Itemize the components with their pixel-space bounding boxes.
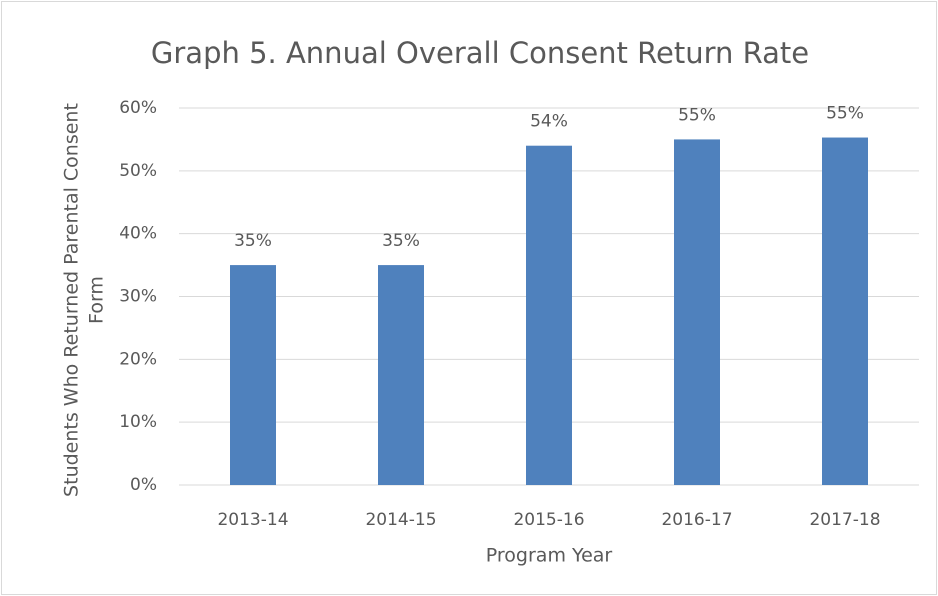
bar [378, 265, 424, 485]
bar [230, 265, 276, 485]
y-tick-label: 40% [119, 224, 157, 244]
x-tick-label: 2016-17 [661, 510, 732, 530]
y-tick-label: 30% [119, 287, 157, 307]
y-tick-label: 0% [130, 475, 157, 495]
data-label: 55% [678, 105, 716, 125]
bar [822, 137, 868, 485]
y-tick-label: 60% [119, 98, 157, 118]
x-axis-title: Program Year [486, 545, 613, 567]
y-tick-label: 50% [119, 161, 157, 181]
data-label: 35% [234, 231, 272, 251]
data-label: 54% [530, 112, 568, 132]
x-tick-label: 2015-16 [513, 510, 584, 530]
chart-title: Graph 5. Annual Overall Consent Return R… [151, 36, 809, 70]
x-tick-label: 2013-14 [217, 510, 288, 530]
x-tick-label: 2014-15 [365, 510, 436, 530]
bar [526, 145, 572, 485]
y-axis-title: Form [86, 276, 108, 324]
y-tick-label: 20% [119, 349, 157, 369]
data-label: 55% [826, 104, 864, 124]
y-tick-label: 10% [119, 412, 157, 432]
y-axis-title: Students Who Returned Parental Consent [61, 103, 83, 497]
bar [674, 139, 720, 485]
data-label: 35% [382, 231, 420, 251]
x-tick-label: 2017-18 [809, 510, 880, 530]
